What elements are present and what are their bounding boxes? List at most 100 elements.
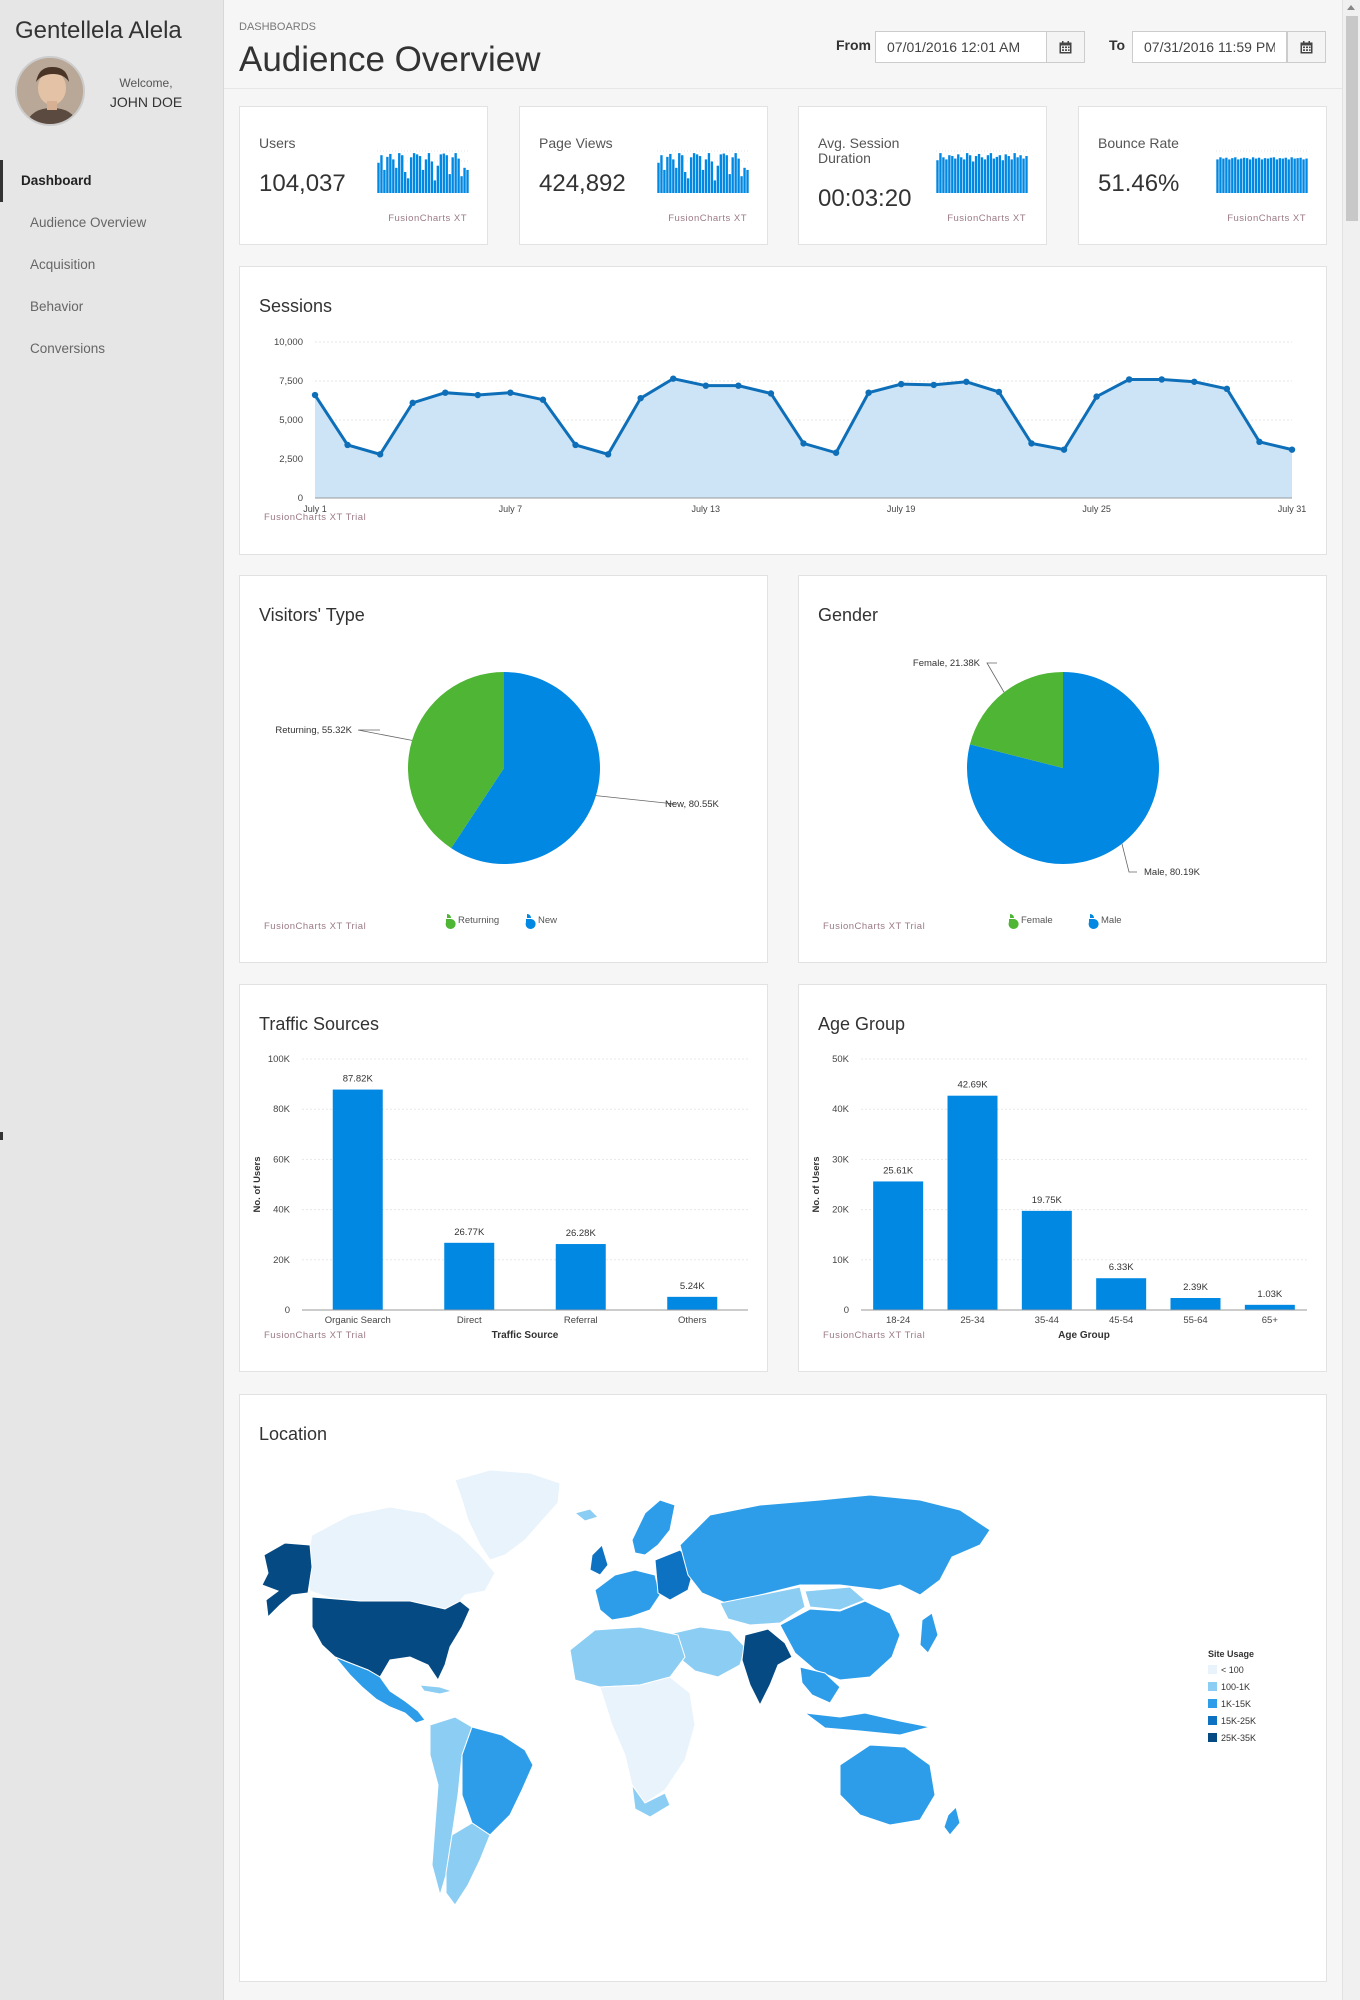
map-region-southeast-asia[interactable]	[799, 1666, 841, 1704]
legend-label[interactable]: Returning	[458, 915, 499, 926]
map-region-alaska[interactable]	[261, 1542, 313, 1619]
bar[interactable]	[555, 1244, 606, 1310]
sessions-point[interactable]	[344, 441, 351, 449]
sessions-point[interactable]	[1288, 446, 1296, 453]
to-calendar-button[interactable]	[1287, 31, 1326, 63]
y-tick-label: 5,000	[279, 415, 303, 426]
to-date-input[interactable]	[1132, 31, 1287, 63]
sessions-point[interactable]	[1028, 440, 1035, 447]
bar[interactable]	[1244, 1304, 1295, 1310]
map-region-south-africa[interactable]	[631, 1784, 671, 1818]
sidebar-item-behavior[interactable]: Behavior	[30, 299, 84, 314]
avatar-image	[17, 58, 83, 124]
spark-bar	[701, 169, 705, 193]
sessions-point[interactable]	[670, 375, 677, 382]
map-region-japan[interactable]	[919, 1612, 939, 1654]
map-region-brazil[interactable]	[461, 1726, 534, 1836]
map-region-mexico[interactable]	[334, 1656, 426, 1724]
brand-title[interactable]: Gentellela Alela	[15, 17, 182, 44]
map-region-middle-east[interactable]	[664, 1626, 746, 1678]
spark-bar	[1278, 158, 1281, 193]
sessions-point[interactable]	[832, 449, 840, 456]
sessions-point[interactable]	[1223, 385, 1231, 392]
sessions-point[interactable]	[930, 381, 937, 389]
kpi-card-bounce-rate: Bounce Rate 51.46% FusionCharts XT	[1078, 106, 1327, 245]
sessions-point[interactable]	[572, 441, 579, 449]
sessions-point[interactable]	[311, 391, 319, 399]
sidebar-item-audience-overview[interactable]: Audience Overview	[30, 215, 147, 230]
map-region-southern-africa[interactable]	[599, 1676, 696, 1804]
map-region-usa[interactable]	[311, 1596, 471, 1682]
pie-slice-returning[interactable]	[408, 672, 504, 849]
sessions-point[interactable]	[1191, 378, 1198, 385]
sessions-point[interactable]	[376, 451, 384, 458]
y-tick-label: 40K	[273, 1205, 291, 1216]
map-region-caribbean[interactable]	[418, 1684, 454, 1695]
spark-bar	[442, 153, 445, 193]
sidebar-item-dashboard[interactable]: Dashboard	[0, 160, 224, 202]
sessions-point[interactable]	[865, 389, 872, 396]
sessions-point[interactable]	[800, 440, 807, 447]
from-date-input[interactable]	[875, 31, 1047, 63]
sessions-point[interactable]	[702, 382, 709, 389]
sessions-point[interactable]	[963, 378, 970, 385]
legend-label[interactable]: New	[538, 915, 557, 926]
sessions-point[interactable]	[604, 451, 612, 458]
sessions-point[interactable]	[637, 394, 644, 402]
bar[interactable]	[1170, 1298, 1221, 1310]
x-tick-label: 65+	[1262, 1315, 1279, 1326]
sessions-point[interactable]	[539, 396, 547, 403]
bar[interactable]	[1021, 1210, 1072, 1310]
sessions-point[interactable]	[1125, 376, 1133, 383]
map-region-greenland[interactable]	[454, 1469, 561, 1561]
page-scrollbar[interactable]	[1342, 0, 1360, 2000]
bar[interactable]	[947, 1095, 998, 1310]
map-region-australia[interactable]	[839, 1744, 936, 1826]
chart-watermark: FusionCharts XT	[668, 213, 747, 224]
sessions-point[interactable]	[474, 391, 482, 399]
bar[interactable]	[332, 1089, 383, 1310]
map-region-canada[interactable]	[305, 1506, 496, 1611]
map-region-new-zealand[interactable]	[943, 1806, 961, 1836]
map-region-mongolia[interactable]	[804, 1586, 866, 1611]
sidebar-item-acquisition[interactable]: Acquisition	[30, 257, 96, 272]
map-region-india[interactable]	[741, 1628, 793, 1707]
spark-bar	[963, 159, 966, 193]
sessions-point[interactable]	[1256, 438, 1263, 446]
map-region-china[interactable]	[779, 1600, 901, 1681]
bar[interactable]	[1096, 1278, 1147, 1310]
sessions-point[interactable]	[1093, 393, 1100, 400]
sessions-point[interactable]	[898, 380, 905, 388]
scroll-up-arrow-icon[interactable]	[1347, 5, 1355, 10]
map-region-kazakhstan[interactable]	[719, 1586, 806, 1626]
sessions-point[interactable]	[735, 382, 742, 389]
sidebar-item-conversions[interactable]: Conversions	[30, 341, 106, 356]
legend-label[interactable]: Male	[1101, 915, 1122, 926]
map-region-argentina[interactable]	[445, 1822, 491, 1906]
scroll-thumb[interactable]	[1346, 16, 1358, 221]
map-region-scandinavia[interactable]	[631, 1499, 676, 1556]
pie-slice-female[interactable]	[969, 672, 1063, 768]
pie-slice-new[interactable]	[451, 672, 600, 864]
map-region-uk[interactable]	[589, 1544, 609, 1576]
sessions-point[interactable]	[409, 399, 416, 407]
bar[interactable]	[667, 1296, 718, 1310]
from-calendar-button[interactable]	[1046, 31, 1085, 63]
bar[interactable]	[444, 1242, 495, 1310]
sessions-point[interactable]	[507, 389, 514, 396]
legend-label[interactable]: Female	[1021, 915, 1053, 926]
map-region-indonesia[interactable]	[803, 1712, 931, 1736]
spark-bar	[939, 153, 942, 193]
map-region-iceland[interactable]	[573, 1508, 599, 1522]
sessions-point[interactable]	[1158, 376, 1165, 383]
spark-bar	[1284, 157, 1287, 193]
sessions-point[interactable]	[442, 389, 449, 396]
spark-bar	[672, 159, 675, 193]
bar[interactable]	[873, 1181, 924, 1310]
map-region-north-africa[interactable]	[569, 1626, 686, 1688]
sessions-point[interactable]	[767, 390, 775, 397]
sessions-point[interactable]	[995, 388, 1003, 396]
map-region-western-europe[interactable]	[594, 1569, 661, 1621]
sessions-point[interactable]	[1060, 446, 1068, 453]
traffic-sources-chart: FusionCharts XT Trial 0 20K 40K 60K 80K 100K 8…	[252, 1054, 748, 1341]
